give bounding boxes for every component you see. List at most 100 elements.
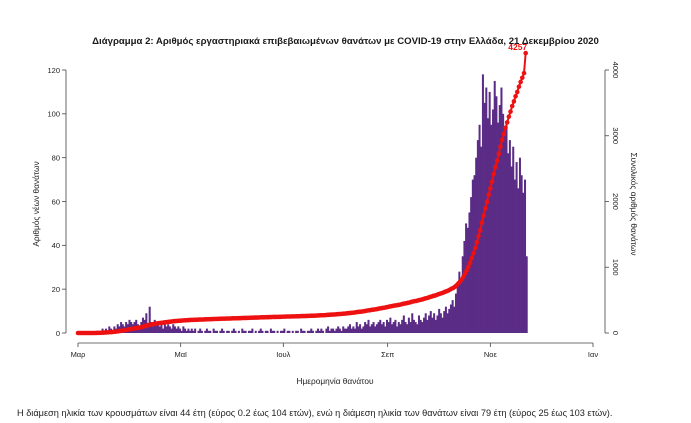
daily-death-bar xyxy=(259,328,262,333)
daily-death-bar xyxy=(258,330,261,333)
daily-death-bar xyxy=(318,330,321,333)
daily-death-bar xyxy=(241,328,244,333)
final-total-label: 4257 xyxy=(508,42,527,52)
daily-death-bar xyxy=(513,179,516,333)
daily-death-bar xyxy=(399,324,402,333)
daily-death-bar xyxy=(300,328,303,333)
x-axis-label: Ημερομηνία θανάτου xyxy=(297,376,374,386)
daily-death-bar xyxy=(145,313,148,333)
daily-death-bar xyxy=(431,317,434,333)
daily-death-bar xyxy=(444,306,447,333)
daily-death-bar xyxy=(434,319,437,333)
daily-death-bar xyxy=(443,311,446,333)
daily-death-bar xyxy=(384,326,387,333)
daily-death-bar xyxy=(227,330,230,333)
daily-death-bar xyxy=(414,322,417,333)
daily-death-bar xyxy=(495,96,498,333)
daily-death-bar xyxy=(301,330,304,333)
cumulative-point xyxy=(506,114,512,119)
daily-death-bar xyxy=(335,328,338,333)
daily-death-bar xyxy=(492,109,495,333)
cumulative-point xyxy=(503,125,508,131)
daily-death-bar xyxy=(189,330,192,333)
daily-death-bar xyxy=(157,322,160,333)
cumulative-point xyxy=(520,75,525,81)
daily-death-bar xyxy=(308,330,311,333)
daily-death-bar xyxy=(488,91,491,333)
daily-death-bar xyxy=(261,330,264,333)
daily-death-bar xyxy=(507,153,510,333)
daily-death-bar xyxy=(350,328,353,333)
daily-death-bar xyxy=(407,317,410,333)
daily-death-bar xyxy=(522,192,525,333)
cumulative-point xyxy=(464,267,470,273)
daily-death-bar xyxy=(152,326,155,333)
cumulative-point xyxy=(521,70,527,76)
daily-death-bar xyxy=(411,313,414,333)
daily-death-bar xyxy=(175,328,178,333)
daily-death-bar xyxy=(207,330,210,333)
daily-death-bar xyxy=(269,328,272,333)
daily-death-bar xyxy=(433,313,436,333)
daily-death-bar xyxy=(354,328,357,333)
cumulative-point xyxy=(472,245,478,251)
daily-death-bar xyxy=(396,326,399,333)
cumulative-point xyxy=(466,264,471,269)
daily-death-bar xyxy=(311,330,314,333)
cumulative-point xyxy=(474,239,480,245)
daily-death-bar xyxy=(364,322,367,333)
daily-death-bar xyxy=(247,330,251,333)
y2-tick-label: 3000 xyxy=(611,127,620,144)
x-tick-label: Ιαν xyxy=(588,350,598,359)
daily-death-bar xyxy=(438,308,441,333)
daily-death-bar xyxy=(348,324,351,333)
daily-death-bar xyxy=(266,330,269,333)
daily-death-bar xyxy=(416,324,419,333)
daily-death-bar xyxy=(162,328,165,333)
cumulative-point xyxy=(484,199,490,205)
daily-death-bar xyxy=(325,328,328,333)
cumulative-point xyxy=(509,103,515,109)
y-tick-label: 80 xyxy=(52,153,60,162)
daily-death-bar xyxy=(219,330,222,333)
daily-death-bar xyxy=(182,326,185,333)
daily-death-bar xyxy=(337,326,340,333)
y-tick-label: 60 xyxy=(52,197,60,206)
daily-death-bar xyxy=(497,122,500,333)
y-tick-label: 20 xyxy=(52,285,60,294)
daily-death-bar xyxy=(515,162,518,333)
daily-death-bar xyxy=(449,304,452,333)
daily-death-bar xyxy=(468,212,471,333)
x-tick-label: Μαϊ xyxy=(175,350,188,359)
daily-death-bar xyxy=(404,322,407,333)
cumulative-point xyxy=(482,206,488,211)
daily-death-bar xyxy=(439,313,442,333)
daily-death-bar xyxy=(209,330,212,333)
y2-tick-label: 2000 xyxy=(611,193,620,210)
daily-death-bar xyxy=(148,306,151,333)
daily-death-bar xyxy=(343,328,346,333)
daily-death-bar xyxy=(510,166,513,333)
y2-tick-label: 0 xyxy=(611,331,620,335)
daily-death-bar xyxy=(377,322,380,333)
daily-death-bar xyxy=(391,324,394,333)
daily-death-bar xyxy=(150,322,153,333)
daily-death-bar xyxy=(503,135,506,333)
daily-death-bar xyxy=(458,271,461,333)
cumulative-series xyxy=(75,50,528,336)
cumulative-point xyxy=(467,260,473,265)
cumulative-point xyxy=(513,94,518,99)
daily-death-bar xyxy=(505,124,508,333)
daily-death-bar xyxy=(448,308,451,333)
daily-death-bar xyxy=(397,322,400,333)
x-tick-label: Νοε xyxy=(484,350,498,359)
daily-death-bar xyxy=(520,175,523,333)
daily-death-bar xyxy=(128,319,131,333)
daily-death-bar xyxy=(254,330,257,333)
daily-death-bar xyxy=(446,313,449,333)
daily-death-bar xyxy=(242,330,245,333)
daily-death-bar xyxy=(197,330,200,333)
daily-death-bar xyxy=(382,322,385,333)
daily-death-bar xyxy=(216,330,219,333)
daily-death-bar xyxy=(490,124,493,333)
